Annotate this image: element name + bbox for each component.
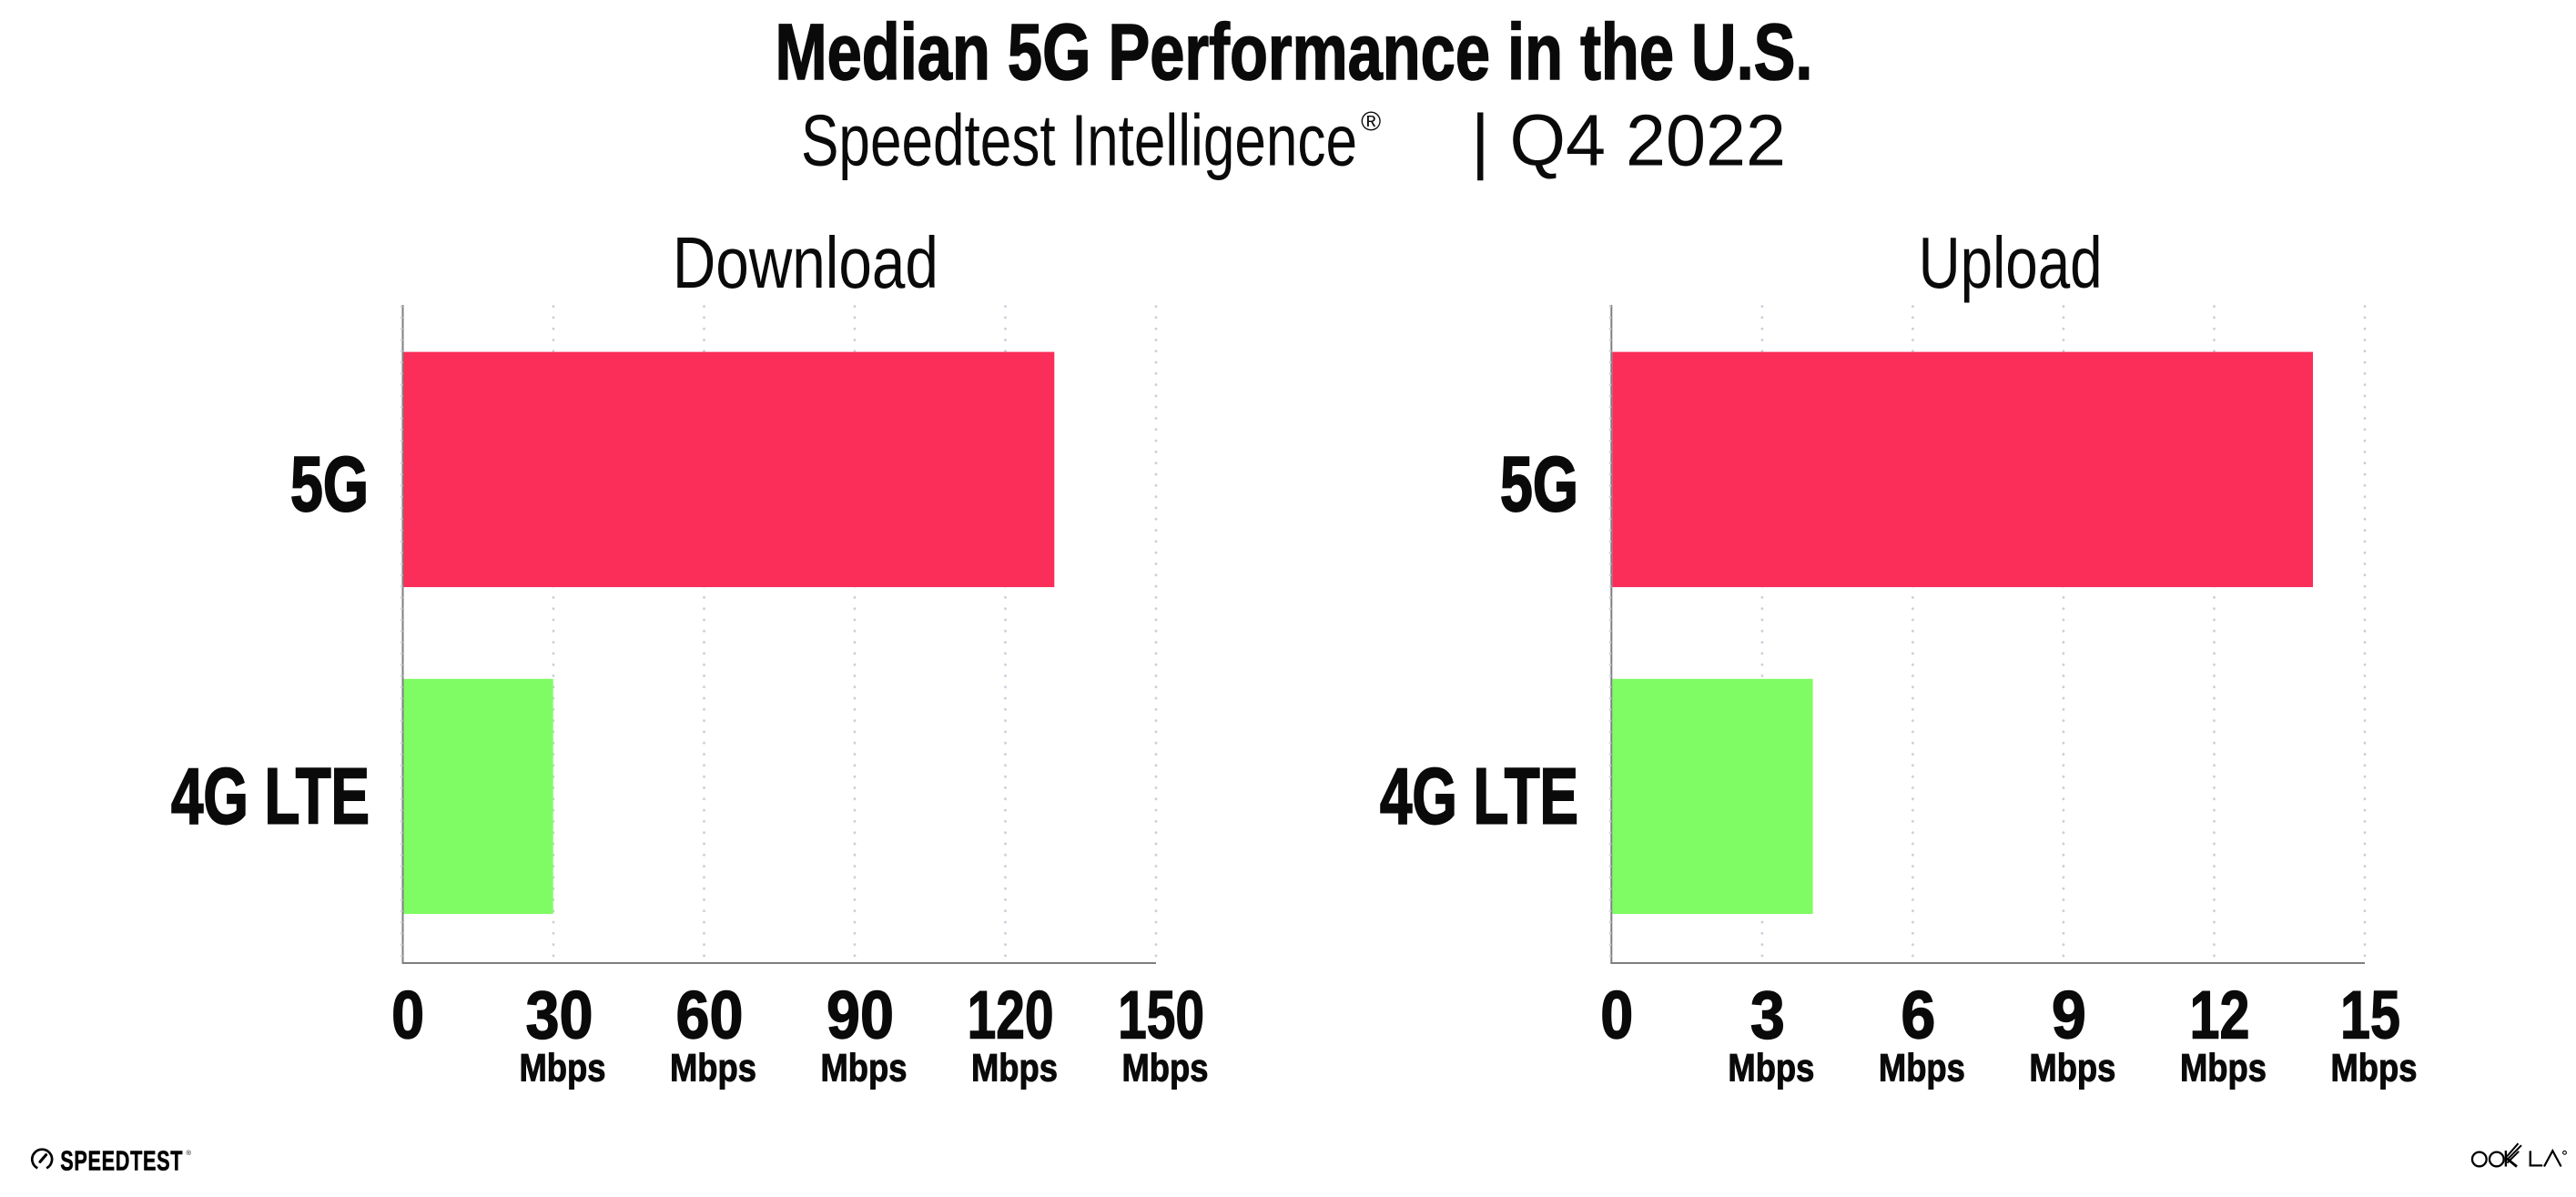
- svg-text:Mbps: Mbps: [821, 1047, 908, 1090]
- svg-text:®: ®: [187, 1149, 192, 1157]
- svg-text:Download: Download: [673, 222, 938, 303]
- svg-text:15: 15: [2340, 978, 2400, 1053]
- svg-text:120: 120: [968, 978, 1054, 1053]
- svg-text:4G LTE: 4G LTE: [1380, 753, 1578, 841]
- svg-text:Mbps: Mbps: [1879, 1047, 1965, 1090]
- svg-text:®: ®: [1361, 107, 1381, 137]
- svg-text:0: 0: [391, 978, 424, 1053]
- svg-text:Mbps: Mbps: [2331, 1047, 2418, 1090]
- svg-text:SPEEDTEST: SPEEDTEST: [60, 1144, 183, 1176]
- svg-text:12: 12: [2190, 978, 2250, 1053]
- svg-text:9: 9: [2052, 978, 2086, 1053]
- svg-text:60: 60: [676, 978, 744, 1053]
- svg-text:90: 90: [827, 978, 894, 1053]
- svg-text:Mbps: Mbps: [1728, 1047, 1814, 1090]
- svg-text:Mbps: Mbps: [520, 1047, 606, 1090]
- svg-text:6: 6: [1901, 978, 1935, 1053]
- svg-text:| Q4 2022: | Q4 2022: [1471, 99, 1786, 180]
- svg-text:30: 30: [526, 978, 593, 1053]
- svg-text:5G: 5G: [290, 441, 369, 528]
- svg-text:Median 5G Performance in the U: Median 5G Performance in the U.S.: [776, 8, 1813, 96]
- svg-text:Mbps: Mbps: [971, 1047, 1058, 1090]
- svg-text:Mbps: Mbps: [1122, 1047, 1209, 1090]
- svg-text:Mbps: Mbps: [2029, 1047, 2115, 1090]
- svg-text:150: 150: [1118, 978, 1204, 1053]
- svg-text:Speedtest Intelligence: Speedtest Intelligence: [801, 99, 1357, 180]
- svg-text:5G: 5G: [1500, 441, 1578, 528]
- svg-text:0: 0: [1600, 978, 1633, 1053]
- svg-text:4G LTE: 4G LTE: [171, 753, 370, 841]
- svg-text:Mbps: Mbps: [670, 1047, 756, 1090]
- svg-text:Mbps: Mbps: [2180, 1047, 2267, 1090]
- svg-text:3: 3: [1750, 978, 1785, 1053]
- svg-text:Upload: Upload: [1919, 222, 2103, 303]
